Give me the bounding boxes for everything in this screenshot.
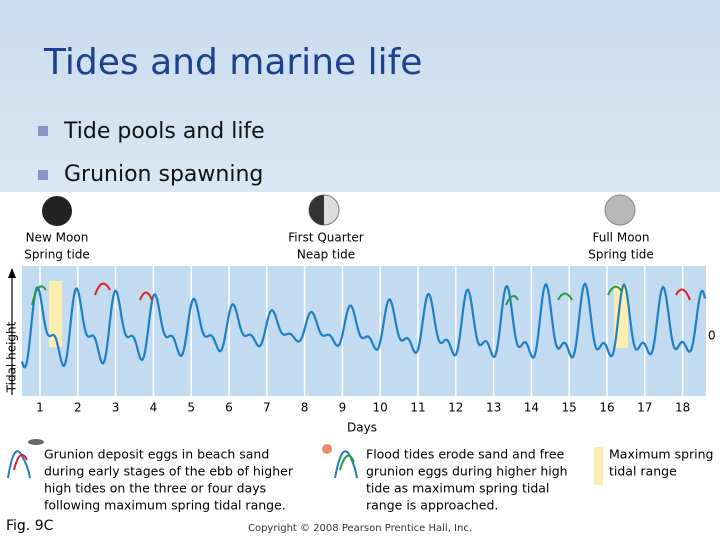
phase-tide: Neap tide	[297, 248, 355, 262]
legend-icon	[7, 450, 31, 479]
x-axis-label: Days	[347, 421, 377, 435]
day-label: 10	[373, 401, 388, 415]
day-label: 12	[448, 401, 463, 415]
moon-icon	[604, 194, 636, 226]
day-label: 11	[410, 401, 425, 415]
y-axis-label: Tidal height	[5, 321, 19, 393]
grunion-arc	[139, 291, 153, 301]
legend-text: during early stages of the ebb of higher	[44, 464, 294, 479]
day-label: 7	[263, 401, 271, 415]
slide-title: Tides and marine life	[43, 42, 422, 83]
legend-text: high tides on the three or four days	[44, 481, 266, 496]
day-label: 2	[74, 401, 82, 415]
legend-text: Grunion deposit eggs in beach sand	[44, 447, 269, 462]
day-label: 1	[36, 401, 44, 415]
day-label: 15	[562, 401, 577, 415]
bullet-marker	[38, 170, 48, 180]
legend-text: tidal range	[609, 464, 677, 479]
moon-icon	[42, 196, 72, 226]
day-label: 6	[225, 401, 233, 415]
legend-band	[594, 447, 603, 485]
day-label: 14	[524, 401, 539, 415]
grunion-arc	[94, 282, 111, 296]
tide-curve	[20, 282, 707, 369]
phase-name: New Moon	[26, 231, 89, 245]
moon-shade	[309, 195, 324, 225]
grunion-arc	[557, 292, 573, 301]
bullet: Grunion spawning	[64, 162, 263, 187]
max-range-band	[49, 281, 62, 347]
legend-icon	[13, 453, 28, 471]
day-label: 13	[486, 401, 501, 415]
grunion-arc	[505, 295, 519, 306]
legend-text: following maximum spring tidal range.	[44, 498, 286, 513]
caption: Fig. 9C	[6, 518, 54, 534]
header-band	[0, 0, 720, 192]
grunion-arc	[607, 285, 623, 296]
grunion-arc	[31, 285, 47, 306]
day-label: 18	[675, 401, 690, 415]
bullet-marker	[38, 126, 48, 136]
day-label: 3	[112, 401, 120, 415]
day-label: 16	[599, 401, 614, 415]
day-label: 9	[339, 401, 347, 415]
zero-label: 0	[708, 329, 716, 343]
phase-tide: Spring tide	[588, 248, 654, 262]
legend-text: range is approached.	[366, 498, 498, 513]
grunion-arc	[675, 288, 691, 301]
y-arrow-head	[8, 268, 16, 278]
copyright: Copyright © 2008 Pearson Prentice Hall, …	[248, 523, 472, 534]
fish-icon	[28, 439, 44, 445]
legend-text: tide as maximum spring tidal	[366, 481, 549, 496]
legend-icon	[339, 454, 355, 471]
day-label: 8	[301, 401, 309, 415]
legend-text: Maximum spring	[609, 447, 713, 462]
legend-text: Flood tides erode sand and free	[366, 447, 565, 462]
egg-icon	[322, 444, 332, 454]
day-label: 17	[637, 401, 652, 415]
day-label: 5	[187, 401, 195, 415]
phase-name: Full Moon	[593, 231, 650, 245]
phase-tide: Spring tide	[24, 248, 90, 262]
day-label: 4	[150, 401, 158, 415]
bullet: Tide pools and life	[63, 119, 265, 144]
phase-name: First Quarter	[288, 231, 363, 245]
legend-text: grunion eggs during higher high	[366, 464, 568, 479]
